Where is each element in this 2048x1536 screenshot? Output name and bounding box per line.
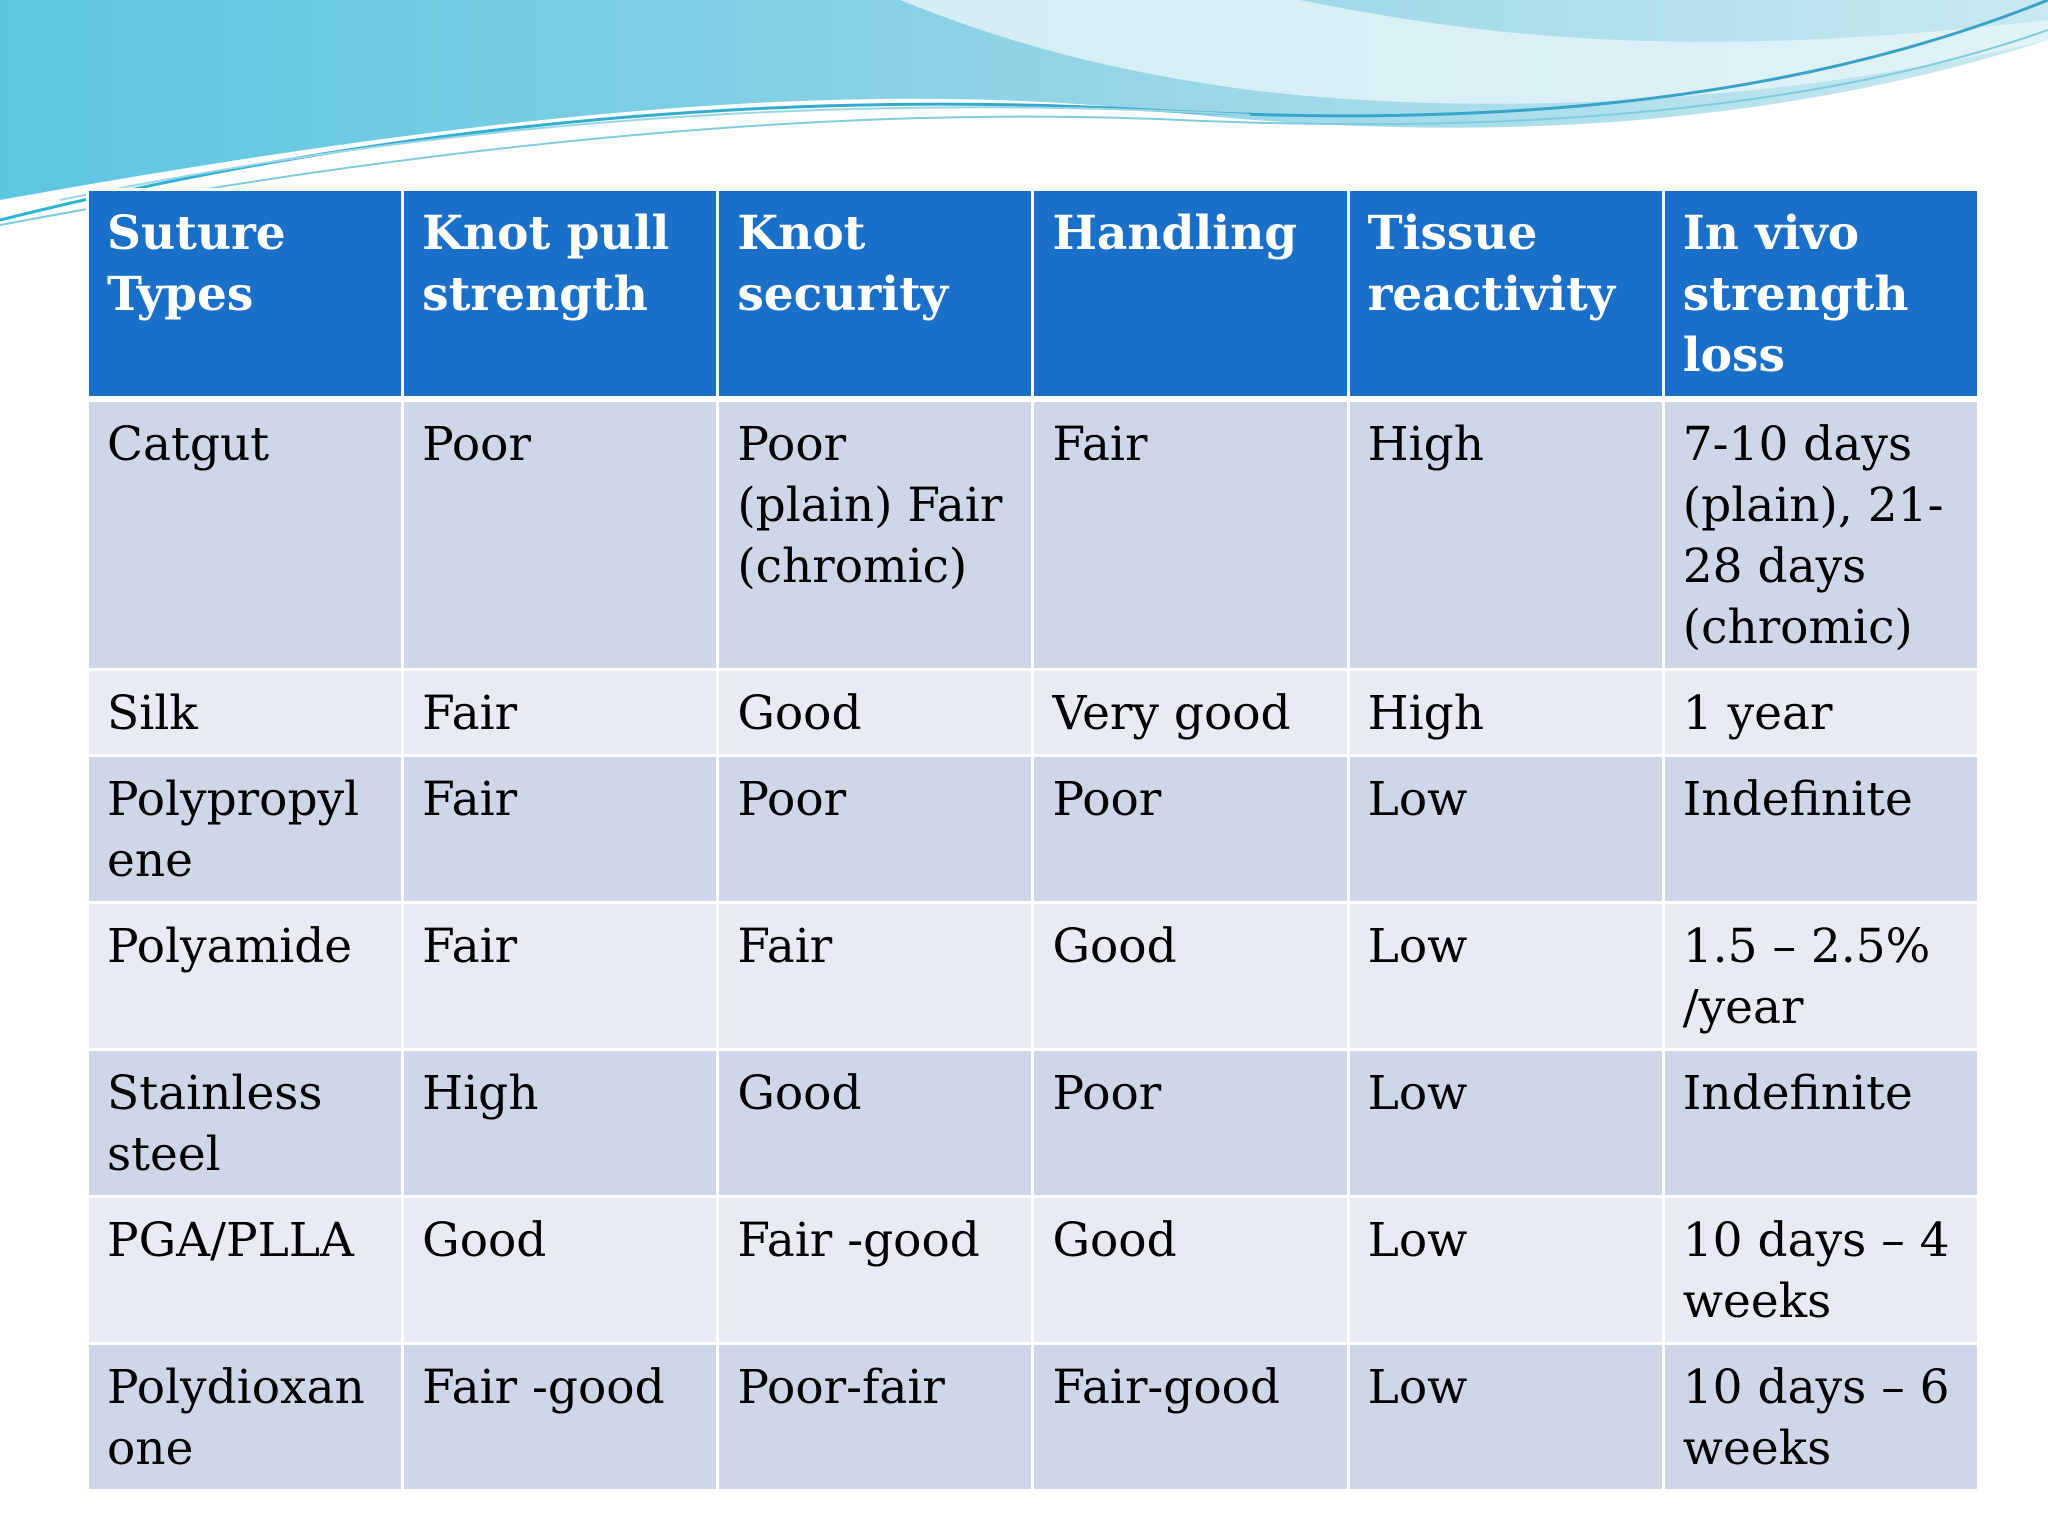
table-cell: Low: [1346, 1195, 1665, 1345]
table-cell: Fair: [401, 901, 720, 1051]
table-cell: Good: [716, 668, 1035, 757]
table-cell: 1.5 – 2.5% /year: [1661, 901, 1981, 1051]
table-cell: Fair: [1031, 397, 1350, 671]
table-row: Polydioxanone Fair -good Poor-fair Fair-…: [85, 1342, 1981, 1492]
table-cell: Low: [1346, 1342, 1665, 1492]
table-cell: Low: [1346, 754, 1665, 904]
table-cell: High: [401, 1048, 720, 1198]
table-cell: 1 year: [1661, 668, 1981, 757]
table-cell: Polypropylene: [85, 754, 405, 904]
column-header: Handling: [1031, 188, 1350, 402]
suture-comparison-table: Suture Types Knot pull strength Knot sec…: [85, 188, 1981, 1492]
column-header: In vivo strength loss: [1661, 188, 1981, 402]
column-header: Knot security: [716, 188, 1035, 402]
table-cell: Very good: [1031, 668, 1350, 757]
table-cell: Poor-fair: [716, 1342, 1035, 1492]
table-cell: Fair-good: [1031, 1342, 1350, 1492]
table-cell: 10 days – 4 weeks: [1661, 1195, 1981, 1345]
table-cell: Poor: [716, 754, 1035, 904]
table-cell: Good: [1031, 1195, 1350, 1345]
table-cell: Indefinite: [1661, 754, 1981, 904]
table-cell: Low: [1346, 1048, 1665, 1198]
table-cell: Polyamide: [85, 901, 405, 1051]
table-header-row: Suture Types Knot pull strength Knot sec…: [85, 188, 1981, 402]
column-header: Suture Types: [85, 188, 405, 402]
table-cell: Poor: [401, 397, 720, 671]
table-cell: Good: [401, 1195, 720, 1345]
table-row: Silk Fair Good Very good High 1 year: [85, 668, 1981, 757]
table-row: Polypropylene Fair Poor Poor Low Indefin…: [85, 754, 1981, 904]
table-cell: 10 days – 6 weeks: [1661, 1342, 1981, 1492]
column-header: Knot pull strength: [401, 188, 720, 402]
table-cell: Stainless steel: [85, 1048, 405, 1198]
table-cell: Fair -good: [716, 1195, 1035, 1345]
table-cell: Silk: [85, 668, 405, 757]
table-cell: Fair: [401, 754, 720, 904]
table-cell: Catgut: [85, 397, 405, 671]
table-row: PGA/PLLA Good Fair -good Good Low 10 day…: [85, 1195, 1981, 1345]
table-cell: Low: [1346, 901, 1665, 1051]
table-cell: Poor (plain) Fair (chromic): [716, 397, 1035, 671]
table-cell: Good: [1031, 901, 1350, 1051]
table-cell: 7-10 days (plain), 21-28 days (chromic): [1661, 397, 1981, 671]
table-cell: Fair: [716, 901, 1035, 1051]
suture-comparison-table-container: Suture Types Knot pull strength Knot sec…: [85, 188, 1981, 1492]
table-row: Stainless steel High Good Poor Low Indef…: [85, 1048, 1981, 1198]
table-cell: Good: [716, 1048, 1035, 1198]
table-row: Polyamide Fair Fair Good Low 1.5 – 2.5% …: [85, 901, 1981, 1051]
table-cell: High: [1346, 397, 1665, 671]
table-cell: Fair -good: [401, 1342, 720, 1492]
table-cell: Poor: [1031, 1048, 1350, 1198]
table-cell: Fair: [401, 668, 720, 757]
table-cell: Polydioxanone: [85, 1342, 405, 1492]
column-header: Tissue reactivity: [1346, 188, 1665, 402]
table-row: Catgut Poor Poor (plain) Fair (chromic) …: [85, 397, 1981, 671]
table-cell: PGA/PLLA: [85, 1195, 405, 1345]
table-cell: High: [1346, 668, 1665, 757]
table-cell: Poor: [1031, 754, 1350, 904]
header-wave-decoration: [0, 0, 2048, 226]
table-cell: Indefinite: [1661, 1048, 1981, 1198]
